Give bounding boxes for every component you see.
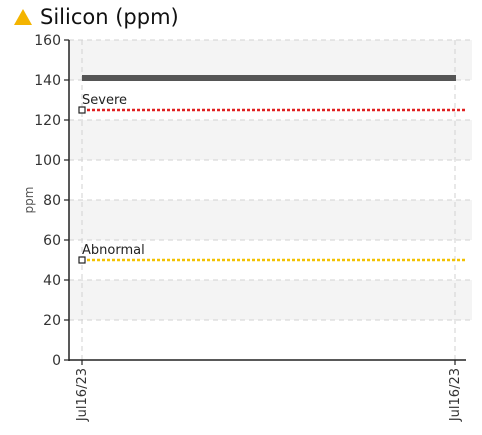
chart-title: Silicon (ppm)	[40, 5, 179, 29]
warning-triangle-icon	[14, 9, 32, 25]
y-tick-label: 40	[43, 273, 61, 289]
x-tick-label: Jul16/23	[448, 368, 463, 422]
y-axis-label: ppm	[22, 187, 36, 214]
threshold-label-abnormal: Abnormal	[82, 243, 145, 258]
x-tick-label: Jul16/23	[75, 368, 90, 422]
y-tick-label: 0	[52, 353, 61, 369]
y-tick-labels: 0 20 40 60 80 100 120 140 160	[34, 33, 61, 369]
plot-bands	[69, 40, 472, 320]
chart-header: Silicon (ppm)	[14, 2, 179, 32]
y-tick-label: 120	[34, 113, 61, 129]
threshold-marker-severe	[78, 106, 86, 114]
threshold-marker-abnormal	[78, 256, 86, 264]
threshold-label-severe: Severe	[82, 93, 127, 108]
x-tick-labels: Jul16/23 Jul16/23	[75, 368, 463, 422]
plot-band	[69, 200, 472, 240]
y-tick-label: 140	[34, 73, 61, 89]
plot-band	[69, 40, 472, 80]
threshold-lines: Severe Abnormal	[78, 93, 466, 264]
axes	[64, 39, 466, 365]
y-tick-label: 60	[43, 233, 61, 249]
y-tick-label: 20	[43, 313, 61, 329]
y-tick-label: 100	[34, 153, 61, 169]
y-tick-label: 80	[43, 193, 61, 209]
plot-band	[69, 280, 472, 320]
y-tick-label: 160	[34, 33, 61, 49]
plot-band	[69, 120, 472, 160]
